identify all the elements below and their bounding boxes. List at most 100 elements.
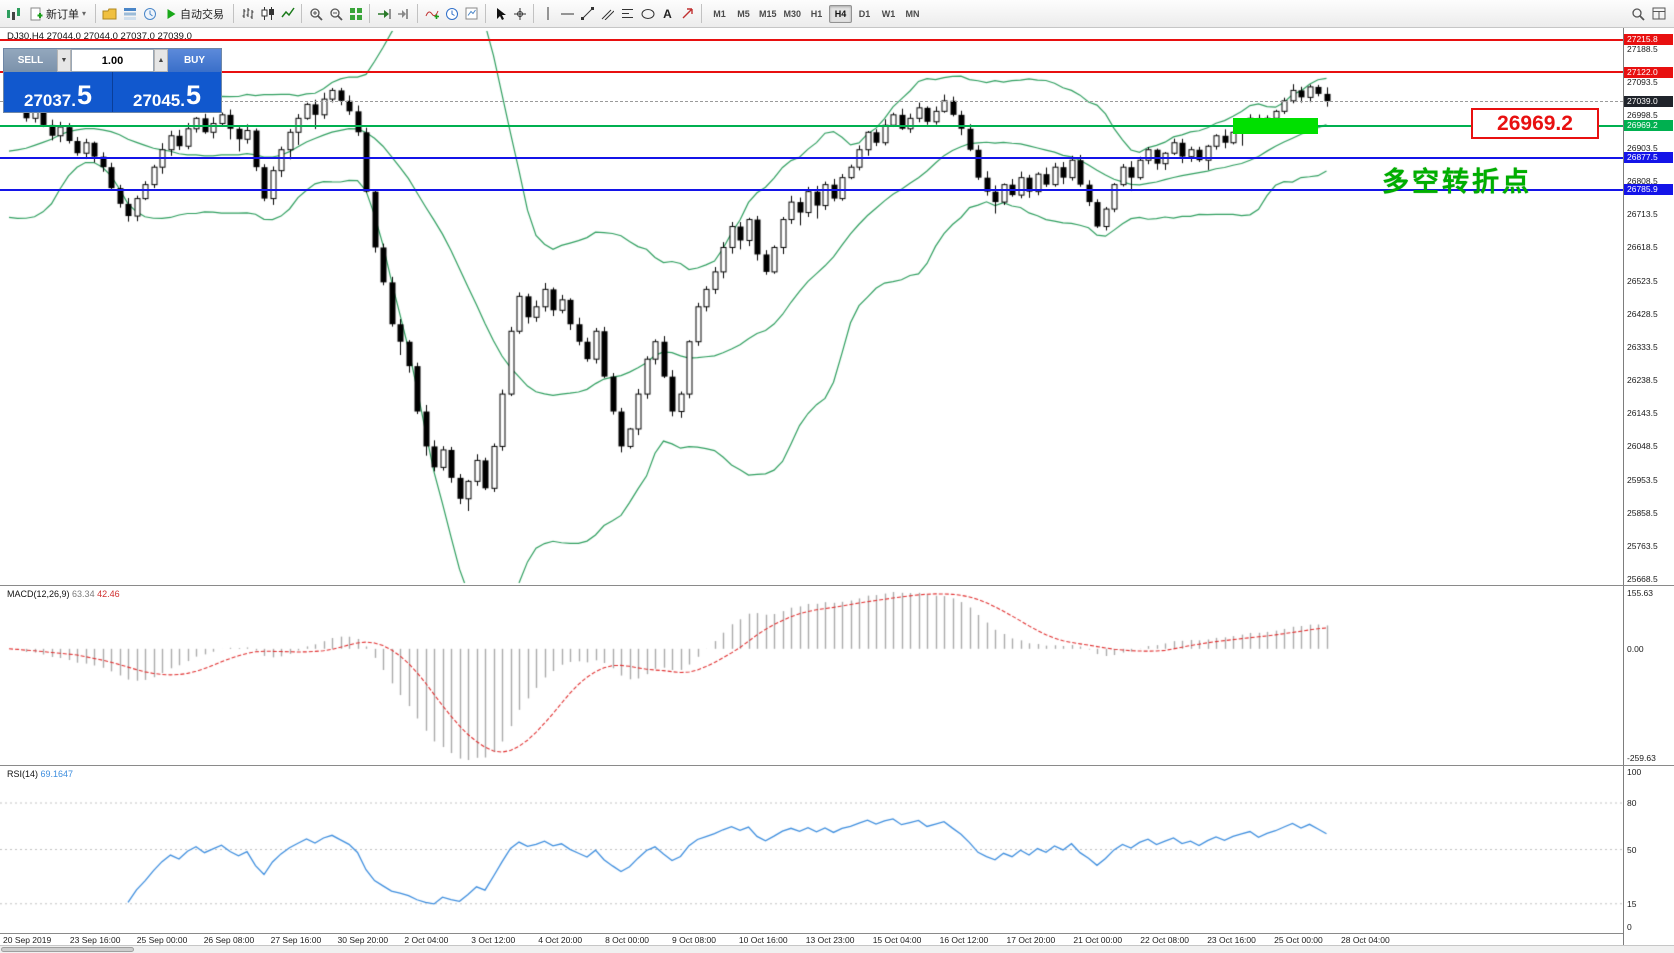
horizontal-line-icon[interactable] [558, 4, 577, 24]
macd-panel-separator[interactable] [0, 585, 1674, 586]
timeframe-button-mn[interactable]: MN [905, 8, 920, 19]
price-scale-label: 26808.5 [1627, 176, 1658, 187]
clock-icon[interactable] [442, 4, 461, 24]
fibonacci-icon[interactable] [618, 4, 637, 24]
pivot-annotation-text[interactable]: 多空转折点 [1382, 167, 1532, 197]
timeframe-button-h4[interactable]: H4 [829, 4, 853, 23]
volume-dropdown-icon[interactable]: ▼ [57, 49, 71, 72]
time-axis-label: 25 Sep 00:00 [136, 935, 188, 945]
price-scale-label: 26428.5 [1627, 308, 1658, 319]
price-scale-label: 26998.5 [1627, 109, 1658, 120]
time-axis-label: 4 Oct 20:00 [538, 935, 583, 945]
time-axis-label: 30 Sep 20:00 [337, 935, 389, 945]
time-axis-label: 23 Sep 16:00 [69, 935, 121, 945]
timeframe-button-m5[interactable]: M5 [737, 8, 750, 19]
indicators-icon[interactable] [422, 4, 441, 24]
time-axis-label: 20 Sep 2019 [3, 935, 52, 945]
line-chart-icon[interactable] [278, 4, 297, 24]
price-scale-label: 26048.5 [1627, 441, 1658, 452]
time-axis-label: 17 Oct 20:00 [1006, 935, 1056, 945]
volume-input[interactable] [72, 50, 153, 71]
sell-price-big-digit: 5 [76, 80, 93, 110]
price-scale[interactable]: 27188.5 27093.5 26998.5 26903.5 26808.5 26713… [1623, 0, 1674, 945]
buy-price-big-digit: 5 [185, 80, 202, 110]
price-scale-label: 26713.5 [1627, 209, 1658, 220]
macd-indicator-label: MACD(12,26,9) 63.34 42.46 [7, 589, 120, 599]
price-badge-support-lower: 26785.9 [1624, 184, 1673, 196]
macd-scale-label: -259.63 [1627, 753, 1656, 763]
time-axis-label: 16 Oct 12:00 [939, 935, 989, 945]
price-badge-resistance-lower: 27122.0 [1624, 66, 1673, 78]
macd-main-value: 63.34 [72, 589, 95, 599]
window-layout-icon[interactable] [1649, 4, 1668, 24]
vertical-line-icon[interactable] [538, 4, 557, 24]
new-order-label: 新订单 [46, 8, 79, 21]
dropdown-caret-icon: ▾ [82, 9, 87, 18]
timeframe-button-d1[interactable]: D1 [858, 8, 871, 19]
highlight-rectangle[interactable] [1233, 118, 1318, 134]
market-depth-icon[interactable] [120, 4, 139, 24]
time-axis-label: 26 Sep 08:00 [203, 935, 255, 945]
bars-chart-icon[interactable] [238, 4, 257, 24]
volume-stepper-icon[interactable]: ▲ [154, 49, 168, 72]
trendline-icon[interactable] [578, 4, 597, 24]
toolbar-right-group [1628, 4, 1670, 24]
sell-price[interactable]: 27037. 5 [4, 72, 113, 112]
rsi-panel-separator[interactable] [0, 765, 1674, 766]
new-order-button[interactable]: 新订单 ▾ [24, 3, 91, 25]
price-line-pivot-green[interactable] [0, 124, 1623, 127]
zoom-in-icon[interactable] [306, 4, 325, 24]
crosshair-icon[interactable] [510, 4, 529, 24]
price-scale-label: 26903.5 [1627, 143, 1658, 153]
shapes-icon[interactable] [638, 4, 657, 24]
price-line-resistance-lower[interactable] [0, 71, 1623, 74]
tile-windows-icon[interactable] [346, 4, 365, 24]
search-icon[interactable] [1628, 4, 1647, 24]
scrollbar-thumb[interactable] [1, 947, 134, 952]
autotrading-button[interactable]: 自动交易 [160, 3, 229, 25]
price-line-resistance-upper[interactable] [0, 38, 1623, 41]
auto-scroll-icon[interactable] [374, 4, 393, 24]
candlestick-chart-icon[interactable] [258, 4, 277, 24]
price-callout-label[interactable]: 26969.2 [1471, 108, 1599, 139]
toolbar-separator [533, 4, 535, 23]
price-badge-resistance-upper: 27215.8 [1624, 34, 1673, 45]
zoom-out-icon[interactable] [326, 4, 345, 24]
time-axis-label: 8 Oct 00:00 [605, 935, 650, 945]
price-badge-pivot-green: 26969.2 [1624, 120, 1673, 132]
new-chart-icon[interactable] [4, 4, 23, 24]
sell-button[interactable]: SELL [4, 49, 57, 72]
toolbar-separator [301, 4, 303, 23]
price-line-support-lower[interactable] [0, 188, 1623, 191]
price-scale-label: 26238.5 [1627, 375, 1658, 386]
main-toolbar: 新订单 ▾ 自动交易 A [0, 0, 1674, 28]
price-line-support-upper[interactable] [0, 156, 1623, 159]
chart-shift-icon[interactable] [394, 4, 413, 24]
timeframe-button-m30[interactable]: M30 [783, 8, 802, 19]
time-axis[interactable]: 20 Sep 2019 23 Sep 16:00 25 Sep 00:00 26 Se… [0, 933, 1674, 945]
rsi-value: 69.1647 [40, 769, 74, 779]
timeframe-button-m1[interactable]: M1 [713, 8, 726, 19]
time-axis-label: 2 Oct 04:00 [404, 935, 449, 945]
text-tool-button[interactable]: A [663, 6, 672, 21]
time-axis-label: 15 Oct 04:00 [872, 935, 922, 945]
profiles-icon[interactable] [100, 4, 119, 24]
templates-icon[interactable] [462, 4, 481, 24]
buy-button[interactable]: BUY [168, 49, 221, 72]
cursor-icon[interactable] [490, 4, 509, 24]
data-window-icon[interactable] [140, 4, 159, 24]
timeframe-button-h1[interactable]: H1 [810, 8, 823, 19]
equidistant-channel-icon[interactable] [598, 4, 617, 24]
price-line-current-price[interactable] [0, 101, 1623, 103]
arrow-tool-icon[interactable] [678, 4, 697, 24]
timeframe-toolbar: M1 M5 M15 M30 H1 H4 D1 W1 MN [708, 4, 924, 23]
chart-ohlc-header: DJ30,H4 27044.0 27044.0 27037.0 27039.0 [7, 31, 192, 42]
timeframe-button-w1[interactable]: W1 [881, 8, 896, 19]
horizontal-scrollbar[interactable] [0, 945, 1674, 953]
price-scale-label: 27188.5 [1627, 43, 1658, 54]
time-axis-label: 9 Oct 08:00 [672, 935, 716, 945]
timeframe-button-m15[interactable]: M15 [759, 8, 777, 19]
buy-price[interactable]: 27045. 5 [113, 72, 221, 112]
trade-panel-prices: 27037. 5 27045. 5 [4, 72, 221, 112]
